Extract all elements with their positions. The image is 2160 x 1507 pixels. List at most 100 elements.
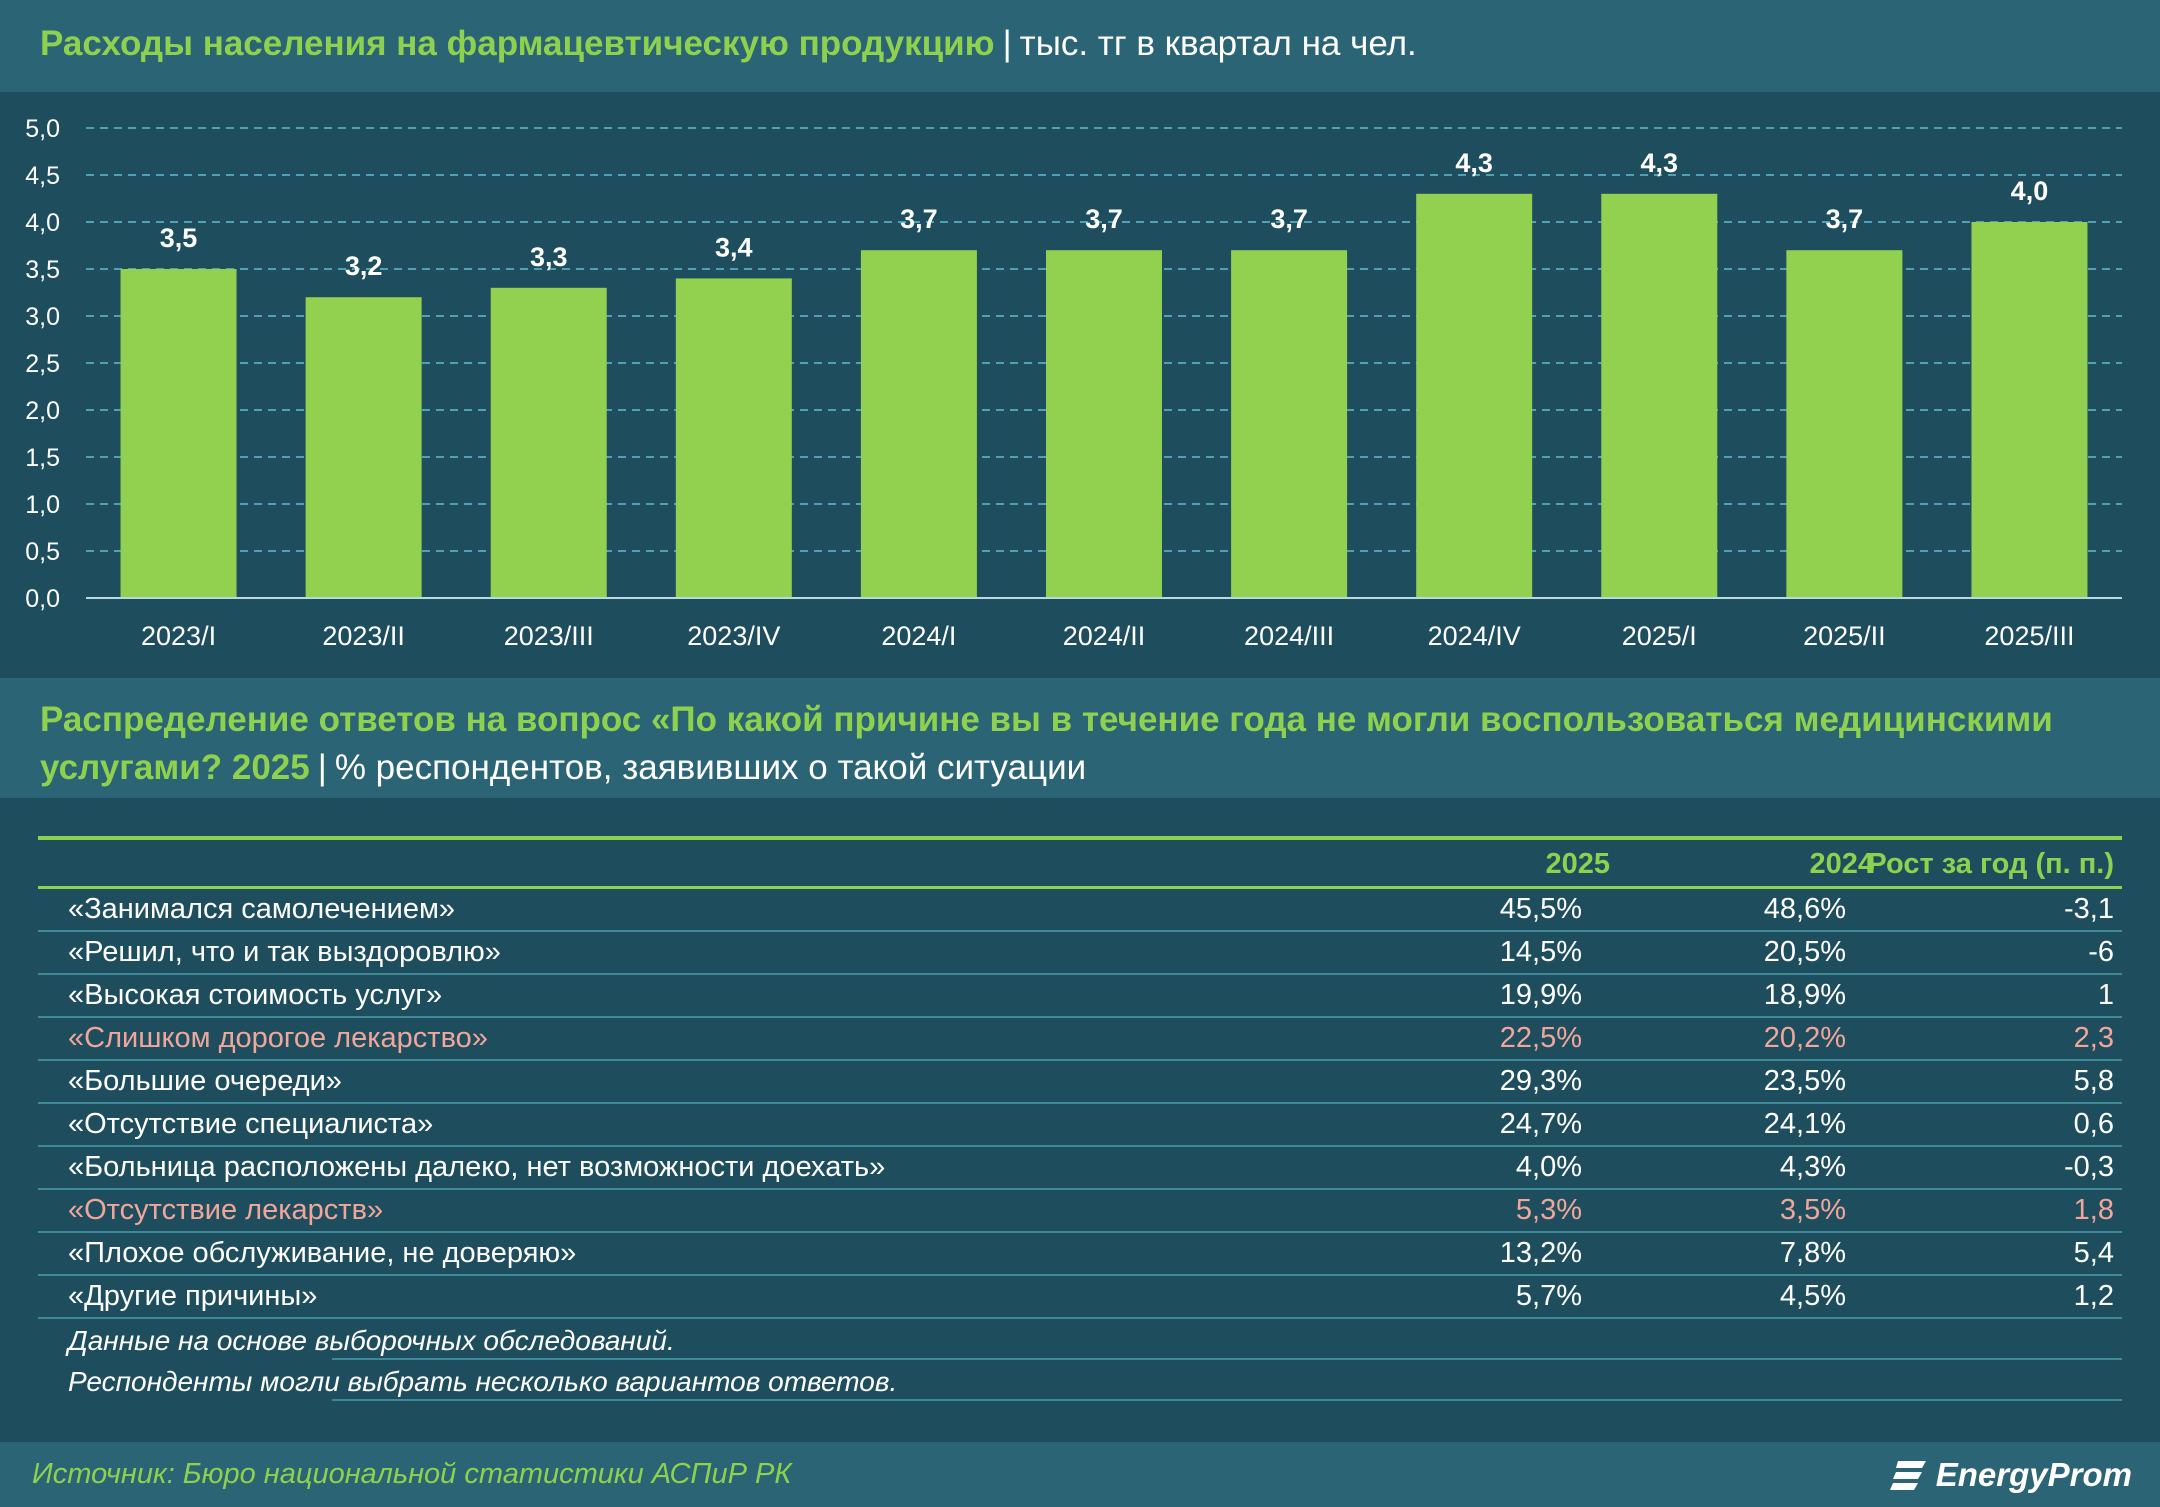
x-tick-label: 2025/II — [1803, 621, 1886, 651]
table-top-rule — [38, 836, 2122, 840]
y-tick-label: 3,0 — [25, 303, 60, 331]
row-value-2024: 3,5% — [1779, 1194, 1846, 1226]
brand-logo: EnergyProm — [1889, 1452, 2132, 1498]
row-value-2025: 5,3% — [1515, 1194, 1582, 1226]
chart-title-bar: Расходы населения на фармацевтическую пр… — [0, 0, 2160, 92]
table-title-main: Распределение ответов на вопрос «По како… — [40, 700, 2053, 787]
x-tick-label: 2023/IV — [687, 621, 780, 651]
y-tick-label: 2,5 — [25, 350, 60, 378]
bar — [305, 297, 422, 598]
table-note: Респонденты могли выбрать несколько вари… — [38, 1360, 2122, 1401]
row-value-2024: 20,2% — [1763, 1022, 1846, 1054]
y-axis-ticks: 0,0 0,5 1,0 1,5 2,0 2,5 3,0 3,5 4,0 4,5 5,0 — [25, 115, 60, 613]
note-rule — [332, 1399, 2122, 1401]
row-growth: 5,4 — [2073, 1237, 2114, 1269]
x-tick-label: 2023/I — [141, 621, 216, 651]
row-value-2025: 29,3% — [1499, 1065, 1582, 1097]
row-label: «Слишком дорогое лекарство» — [68, 1022, 488, 1054]
note-text: Респонденты могли выбрать несколько вари… — [68, 1366, 898, 1397]
table-row: «Слишком дорогое лекарство» 22,5% 20,2% 2,3 — [38, 1018, 2122, 1061]
x-tick-label: 2024/III — [1244, 621, 1334, 651]
row-growth: -0,3 — [2064, 1151, 2114, 1183]
value-label: 3,4 — [715, 232, 753, 262]
bar — [1231, 250, 1348, 598]
y-tick-label: 1,0 — [25, 491, 60, 519]
row-growth: 1,8 — [2073, 1194, 2114, 1226]
value-label: 4,3 — [1455, 148, 1493, 178]
table-body: «Занимался самолечением» 45,5% 48,6% -3,1 «Р… — [38, 889, 2122, 1401]
bar — [490, 287, 607, 598]
value-label: 3,7 — [900, 204, 938, 234]
bar — [675, 278, 792, 598]
x-tick-label: 2024/II — [1063, 621, 1146, 651]
row-label: «Больница расположены далеко, нет возмож… — [68, 1151, 886, 1183]
table-title-separator: | — [317, 748, 327, 787]
table-title-bar: Распределение ответов на вопрос «По како… — [0, 678, 2160, 798]
table-row: «Плохое обслуживание, не доверяю» 13,2% 7,… — [38, 1233, 2122, 1276]
row-value-2025: 14,5% — [1499, 936, 1582, 968]
table-row: «Большие очереди» 29,3% 23,5% 5,8 — [38, 1061, 2122, 1104]
x-tick-label: 2025/III — [1984, 621, 2074, 651]
energyprom-logo-icon — [1889, 1461, 1926, 1490]
table-row: «Высокая стоимость услуг» 19,9% 18,9% 1 — [38, 975, 2122, 1018]
row-value-2024: 48,6% — [1763, 893, 1846, 925]
row-value-2024: 4,5% — [1779, 1280, 1846, 1312]
row-value-2025: 13,2% — [1499, 1237, 1582, 1269]
table-row: «Отсутствие специалиста» 24,7% 24,1% 0,6 — [38, 1104, 2122, 1147]
row-label: «Решил, что и так выздоровлю» — [68, 936, 501, 968]
row-value-2025: 22,5% — [1499, 1022, 1582, 1054]
row-growth: 2,3 — [2073, 1022, 2114, 1054]
table-row: «Больница расположены далеко, нет возмож… — [38, 1147, 2122, 1190]
value-label: 3,7 — [1270, 204, 1308, 234]
row-label: «Другие причины» — [68, 1280, 318, 1312]
x-tick-label: 2023/III — [504, 621, 594, 651]
bar — [1046, 250, 1162, 598]
row-value-2024: 4,3% — [1779, 1151, 1846, 1183]
y-tick-label: 4,0 — [25, 209, 60, 237]
title-separator: | — [1002, 24, 1012, 63]
row-growth: -3,1 — [2064, 893, 2114, 925]
table-row: «Занимался самолечением» 45,5% 48,6% -3,1 — [38, 889, 2122, 932]
row-value-2024: 7,8% — [1779, 1237, 1846, 1269]
x-tick-label: 2025/I — [1622, 621, 1697, 651]
chart-title-main: Расходы населения на фармацевтическую пр… — [40, 24, 995, 63]
value-label: 4,0 — [2011, 176, 2049, 206]
row-value-2025: 5,7% — [1515, 1280, 1582, 1312]
row-label: «Плохое обслуживание, не доверяю» — [68, 1237, 577, 1269]
bar — [1601, 193, 1718, 599]
note-text: Данные на основе выборочных обследований… — [68, 1325, 675, 1356]
table-row: «Другие причины» 5,7% 4,5% 1,2 — [38, 1276, 2122, 1319]
x-tick-label: 2023/II — [322, 621, 405, 651]
table-row: «Отсутствие лекарств» 5,3% 3,5% 1,8 — [38, 1190, 2122, 1233]
value-label: 3,3 — [530, 242, 568, 272]
note-rule — [332, 1358, 2122, 1360]
table-note: Данные на основе выборочных обследований… — [38, 1319, 2122, 1360]
bar-chart: 0,0 0,5 1,0 1,5 2,0 2,5 3,0 3,5 4,0 4,5 5,0 3,5 3,2… — [25, 115, 2122, 651]
row-value-2025: 4,0% — [1515, 1151, 1582, 1183]
row-label: «Отсутствие лекарств» — [68, 1194, 384, 1226]
bar — [1416, 193, 1533, 599]
bar — [120, 269, 237, 598]
bar — [860, 250, 977, 598]
row-value-2024: 24,1% — [1763, 1108, 1846, 1140]
y-tick-label: 5,0 — [25, 115, 60, 143]
table-title-unit: % респондентов, заявивших о такой ситуац… — [334, 748, 1087, 787]
value-labels: 3,5 3,2 3,3 3,4 3,7 3,7 3,7 4,3 4,3 3,7 4,0 — [160, 148, 2048, 281]
value-label: 3,5 — [160, 223, 198, 253]
y-tick-label: 0,5 — [25, 538, 60, 566]
row-value-2024: 23,5% — [1763, 1065, 1846, 1097]
row-growth: -6 — [2088, 936, 2114, 968]
bar — [1971, 222, 2088, 598]
chart-title-unit: тыс. тг в квартал на чел. — [1019, 24, 1417, 63]
row-growth: 1,2 — [2073, 1280, 2114, 1312]
value-label: 3,2 — [345, 251, 383, 281]
table-header-rule — [38, 886, 2122, 889]
row-label: «Занимался самолечением» — [68, 893, 456, 925]
y-tick-label: 4,5 — [25, 162, 60, 190]
brand-name: EnergyProm — [1935, 1456, 2132, 1493]
row-value-2025: 45,5% — [1499, 893, 1582, 925]
chart-title: Расходы населения на фармацевтическую пр… — [40, 24, 1417, 64]
bar — [1786, 250, 1903, 598]
row-growth: 1 — [2097, 979, 2114, 1011]
y-tick-label: 1,5 — [25, 444, 60, 472]
